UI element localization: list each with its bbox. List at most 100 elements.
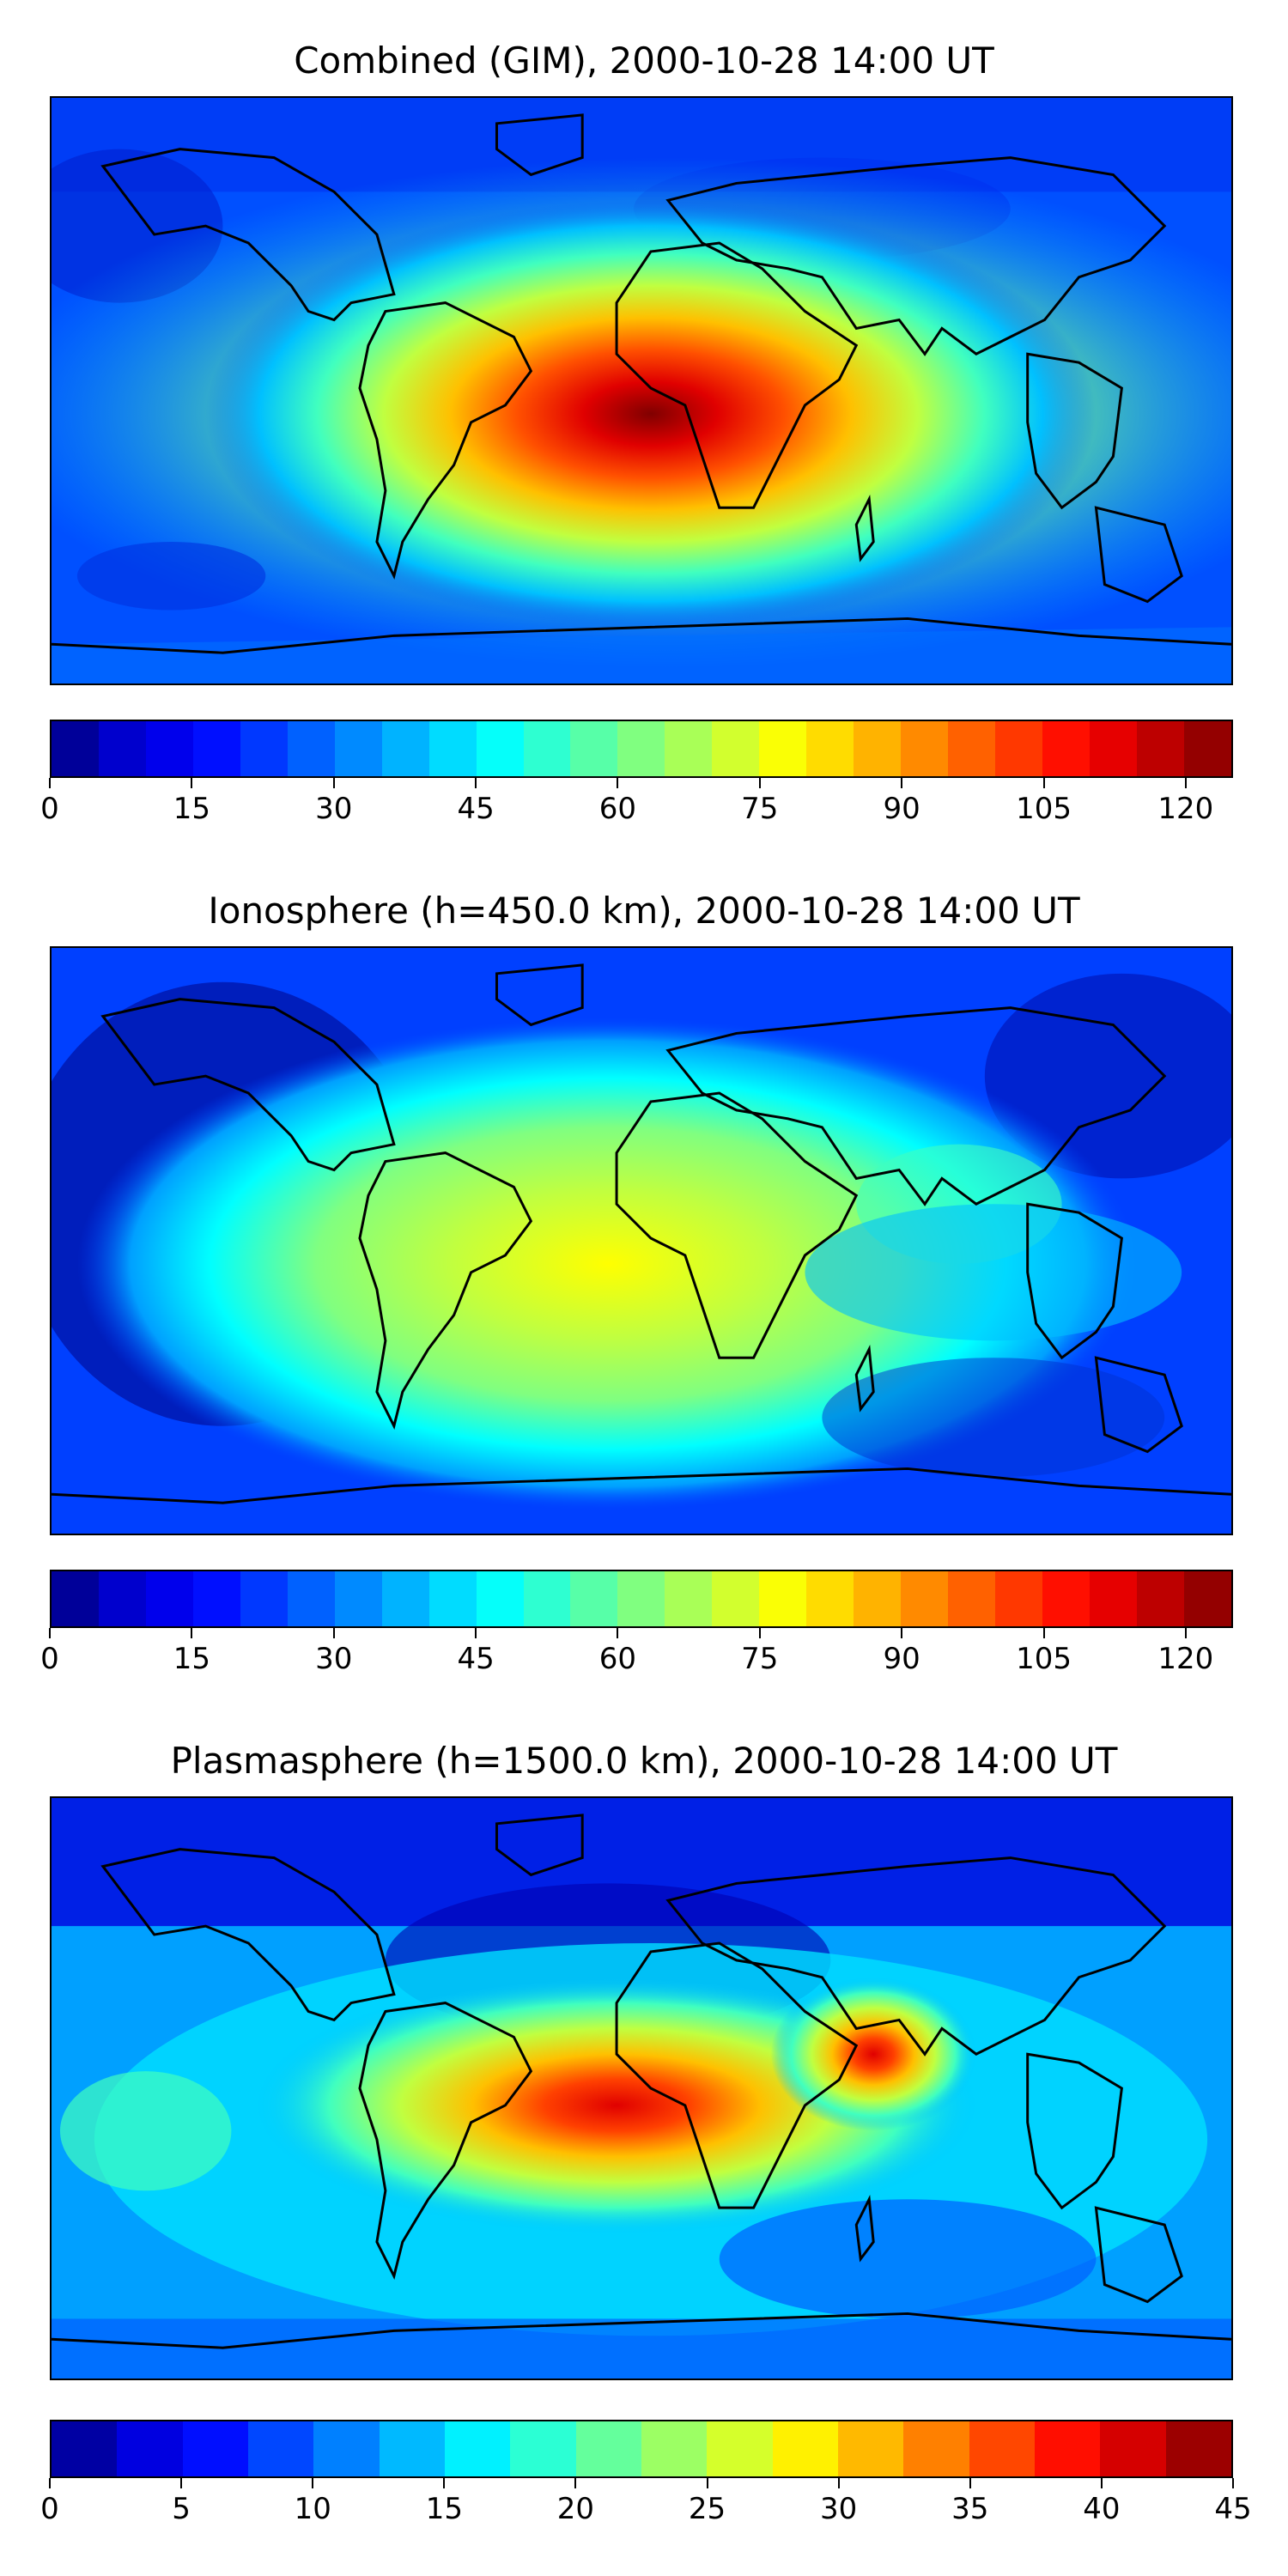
colorbar-level (287, 721, 335, 776)
colorbar-plasmasphere (50, 2420, 1233, 2478)
colorbar-level (901, 1571, 949, 1626)
colorbar-level (1100, 2421, 1166, 2476)
colorbar-tick (901, 778, 903, 788)
colorbar-level (901, 721, 949, 776)
colorbar-tick (758, 1628, 761, 1638)
colorbar-level (98, 1571, 146, 1626)
colorbar-level (476, 721, 524, 776)
colorbar-level (510, 2421, 576, 2476)
colorbar-level (240, 1571, 288, 1626)
colorbar-level (1136, 1571, 1184, 1626)
colorbar-tick (706, 2478, 708, 2488)
colorbar-level (1042, 721, 1090, 776)
colorbar-level (903, 2421, 969, 2476)
map-title: Combined (GIM), 2000-10-28 14:00 UT (294, 39, 994, 82)
colorbar-level (575, 2421, 641, 2476)
colorbar-tick (180, 2478, 183, 2488)
colorbar-tick-label: 5 (172, 2492, 191, 2526)
colorbar-level (313, 2421, 380, 2476)
colorbar-level (854, 721, 902, 776)
map-ionosphere[interactable] (50, 946, 1233, 1535)
colorbar-tick (332, 778, 335, 788)
colorbar-level (995, 721, 1043, 776)
colorbar-level (182, 2421, 248, 2476)
colorbar-tick (475, 778, 477, 788)
colorbar-tick (1184, 778, 1187, 788)
colorbar-level (806, 1571, 854, 1626)
colorbar-level (381, 1571, 429, 1626)
colorbar-ticks: 0 15 30 45 60 75 90 105 120 (40, 1628, 1233, 1676)
colorbar-level (570, 1571, 618, 1626)
colorbar-tick (332, 1628, 335, 1638)
map-title: Ionosphere (h=450.0 km), 2000-10-28 14:0… (208, 890, 1080, 932)
colorbar-tick-label: 0 (40, 1642, 59, 1676)
colorbar-level (145, 1571, 193, 1626)
map-combined[interactable] (50, 96, 1233, 685)
coastlines (52, 963, 1231, 1504)
colorbar-tick-label: 30 (820, 2492, 858, 2526)
colorbar-tick-label: 120 (1157, 1642, 1214, 1676)
colorbar-level (1136, 721, 1184, 776)
colorbar-level (52, 1571, 99, 1626)
colorbar-tick-label: 30 (315, 1642, 353, 1676)
colorbar-tick-label: 60 (598, 792, 637, 826)
colorbar-level (287, 1571, 335, 1626)
colorbar-level (712, 1571, 760, 1626)
colorbar-tick (191, 1628, 193, 1638)
colorbar-level (948, 1571, 996, 1626)
colorbar-tick-label: 15 (425, 2492, 463, 2526)
colorbar-tick-label: 90 (883, 792, 920, 826)
colorbar-combined (50, 720, 1233, 778)
colorbar-level (1165, 2421, 1231, 2476)
colorbar-level (117, 2421, 183, 2476)
colorbar-level (52, 721, 99, 776)
colorbar-tick-label: 25 (688, 2492, 726, 2526)
colorbar-level (240, 721, 288, 776)
colorbar-tick-label: 10 (294, 2492, 331, 2526)
colorbar-level (712, 721, 760, 776)
colorbar-level (428, 721, 477, 776)
colorbar-level (1183, 721, 1231, 776)
map-plasmasphere[interactable] (50, 1796, 1233, 2380)
colorbar-level (995, 1571, 1043, 1626)
colorbar-tick (49, 778, 51, 788)
colorbar-tick-label: 105 (1016, 1642, 1072, 1676)
coastlines (52, 1814, 1231, 2349)
colorbar-level (52, 2421, 118, 2476)
colorbar-level (707, 2421, 773, 2476)
colorbar-tick (1042, 1628, 1045, 1638)
colorbar-level (381, 721, 429, 776)
colorbar-tick-label: 20 (556, 2492, 595, 2526)
colorbar-tick-label: 75 (741, 792, 779, 826)
colorbar-tick (475, 1628, 477, 1638)
colorbar-level (641, 2421, 708, 2476)
colorbar-ticks: 0 15 30 45 60 75 90 105 120 (40, 778, 1233, 826)
colorbar-level (192, 721, 240, 776)
colorbar-level (665, 721, 713, 776)
colorbar-level (1183, 1571, 1231, 1626)
colorbar-level (1089, 721, 1137, 776)
colorbar-level (334, 721, 382, 776)
colorbar-level (617, 1571, 665, 1626)
colorbar-level (145, 721, 193, 776)
colorbar-level (523, 1571, 571, 1626)
colorbar-tick (1184, 1628, 1187, 1638)
colorbar-tick-label: 0 (40, 2492, 59, 2526)
colorbar-tick-label: 75 (741, 1642, 779, 1676)
colorbar-level (948, 721, 996, 776)
colorbar-level (665, 1571, 713, 1626)
colorbar-level (806, 721, 854, 776)
colorbar-tick-label: 45 (1214, 2492, 1252, 2526)
colorbar-tick (1232, 2478, 1234, 2488)
colorbar-tick-label: 45 (457, 1642, 495, 1676)
colorbar-tick-label: 35 (951, 2492, 989, 2526)
colorbar-tick (617, 778, 619, 788)
colorbar-tick (49, 2478, 51, 2488)
map-title: Plasmasphere (h=1500.0 km), 2000-10-28 1… (170, 1740, 1118, 1782)
colorbar-level (759, 1571, 807, 1626)
colorbar-level (247, 2421, 314, 2476)
colorbar-level (444, 2421, 511, 2476)
colorbar-tick-label: 90 (883, 1642, 920, 1676)
map-canvas (52, 948, 1231, 1534)
colorbar-tick (617, 1628, 619, 1638)
